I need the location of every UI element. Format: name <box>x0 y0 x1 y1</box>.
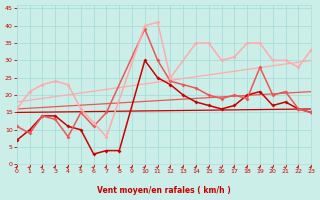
X-axis label: Vent moyen/en rafales ( km/h ): Vent moyen/en rafales ( km/h ) <box>97 186 231 195</box>
